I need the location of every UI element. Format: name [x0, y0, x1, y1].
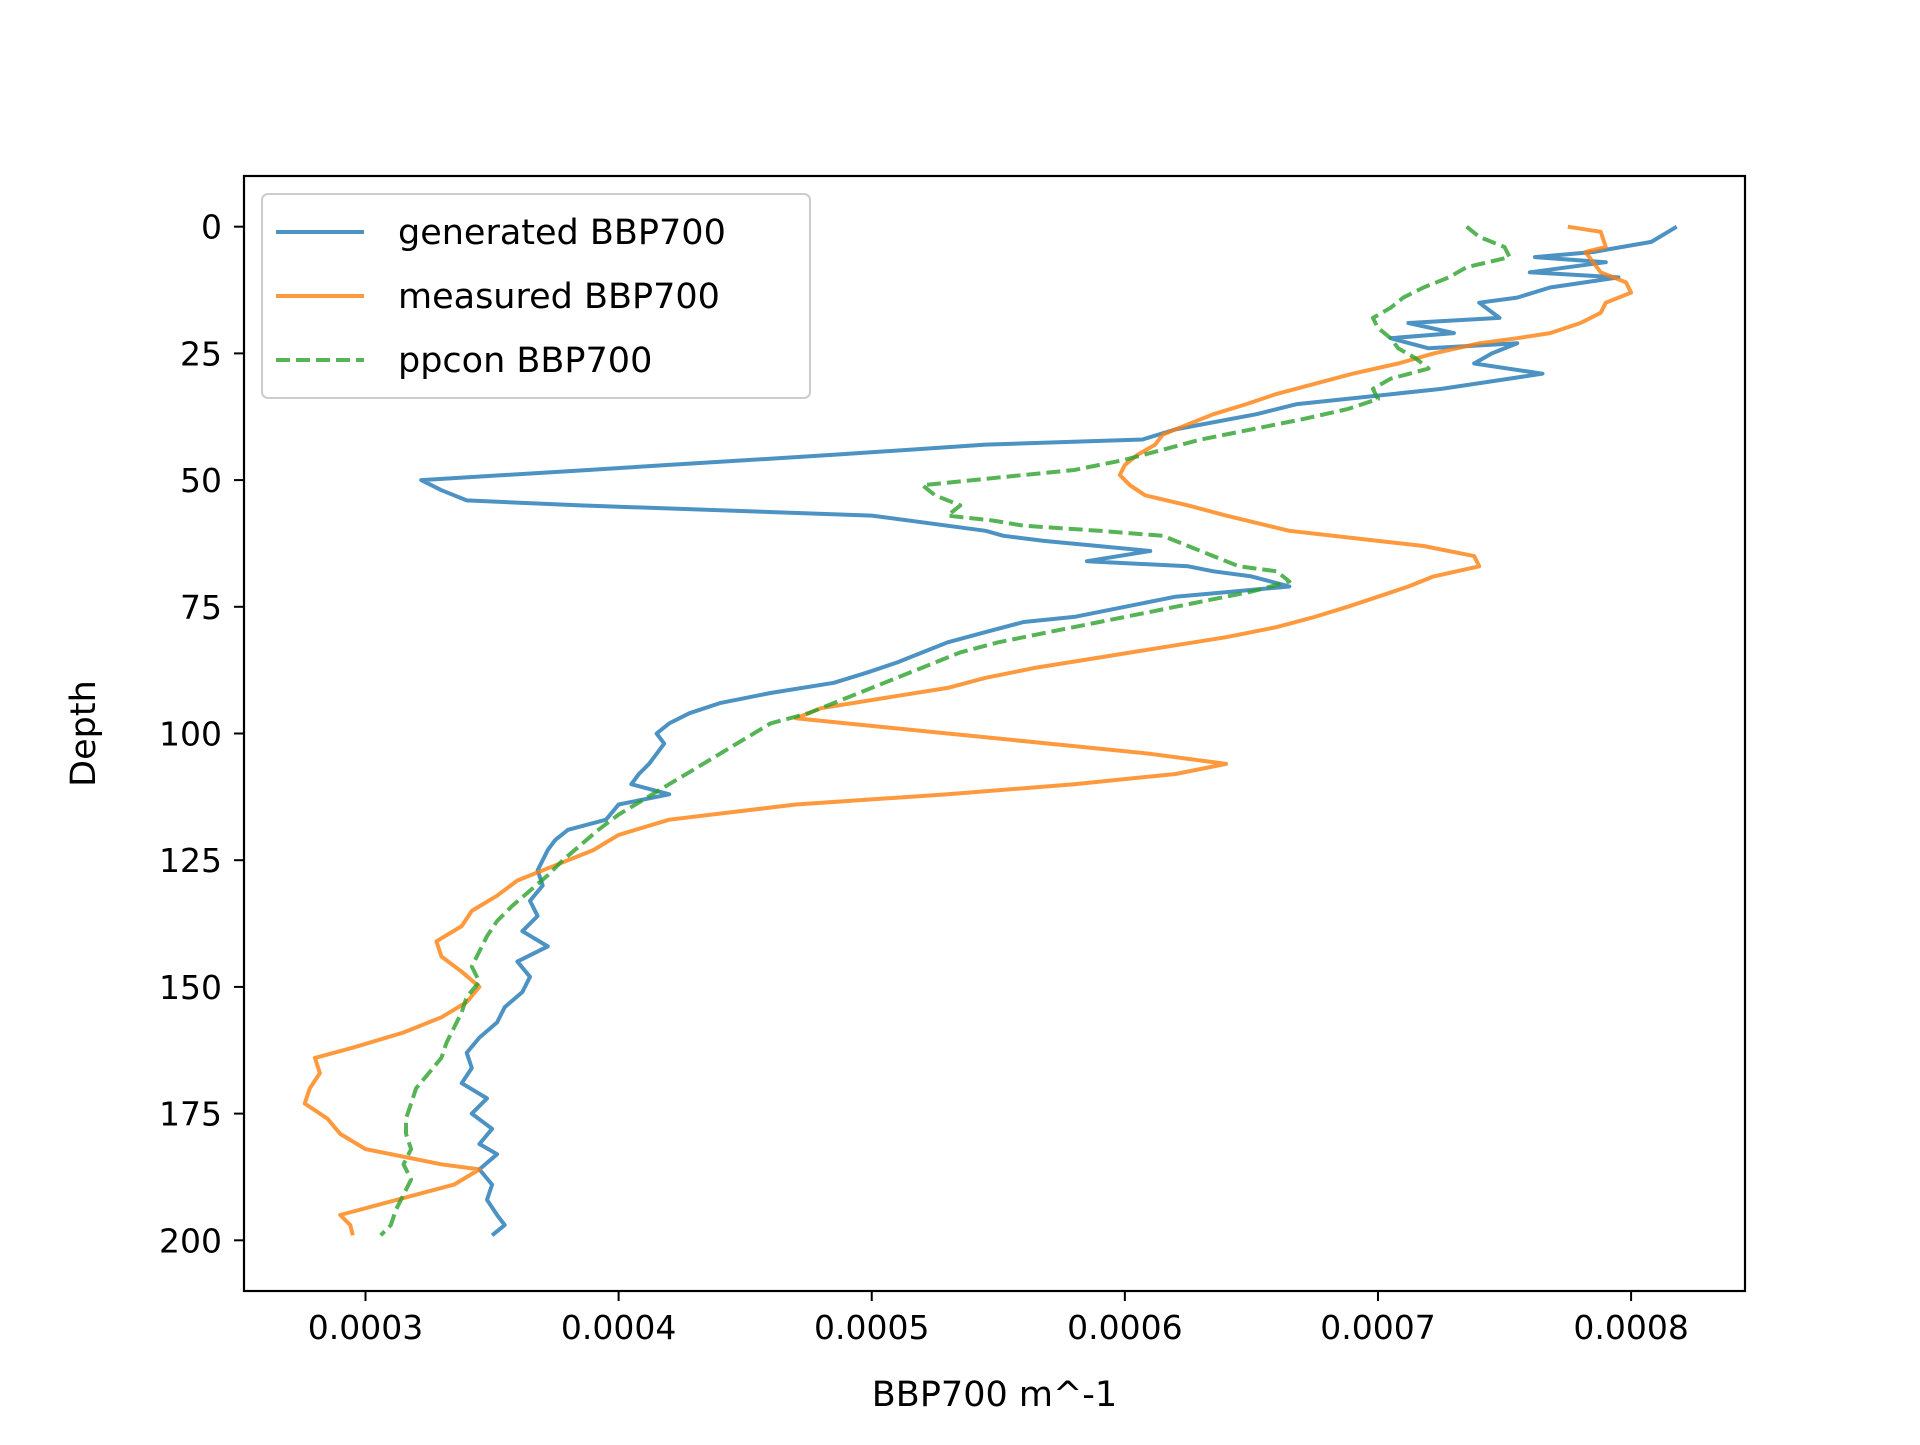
- x-tick-label: 0.0007: [1320, 1308, 1435, 1347]
- y-tick-label: 0: [201, 208, 222, 247]
- x-tick-label: 0.0003: [308, 1308, 423, 1347]
- series-layer: [302, 224, 1678, 1237]
- series-line-generated-bbp700: [419, 224, 1678, 1237]
- y-axis-ticks: 0 25 50 75 100 125 150 175 200: [159, 208, 244, 1260]
- legend: generated BBP700 measured BBP700 ppcon BBP…: [261, 193, 811, 399]
- x-tick-label: 0.0005: [814, 1308, 929, 1347]
- legend-label: measured BBP700: [398, 277, 720, 317]
- y-tick-label: 150: [159, 968, 222, 1007]
- x-tick-label: 0.0006: [1067, 1308, 1182, 1347]
- y-tick-label: 100: [159, 715, 222, 754]
- x-tick-label: 0.0004: [561, 1308, 676, 1347]
- legend-label: generated BBP700: [398, 213, 726, 253]
- series-line-ppcon-bbp700: [379, 225, 1512, 1237]
- y-tick-label: 75: [180, 588, 222, 627]
- series-line-measured-bbp700: [302, 224, 1634, 1236]
- x-axis-label: BBP700 m^-1: [872, 1375, 1117, 1415]
- y-tick-label: 125: [159, 841, 222, 880]
- y-tick-label: 50: [180, 461, 222, 500]
- legend-box: [261, 193, 811, 399]
- y-axis-label: Depth: [64, 680, 104, 787]
- y-tick-label: 175: [159, 1095, 222, 1134]
- x-axis-ticks: 0.0003 0.0004 0.0005 0.0006 0.0007 0.0008: [308, 1291, 1689, 1347]
- y-tick-label: 200: [159, 1221, 222, 1260]
- y-tick-label: 25: [180, 334, 222, 373]
- legend-label: ppcon BBP700: [398, 341, 652, 381]
- x-tick-label: 0.0008: [1573, 1308, 1688, 1347]
